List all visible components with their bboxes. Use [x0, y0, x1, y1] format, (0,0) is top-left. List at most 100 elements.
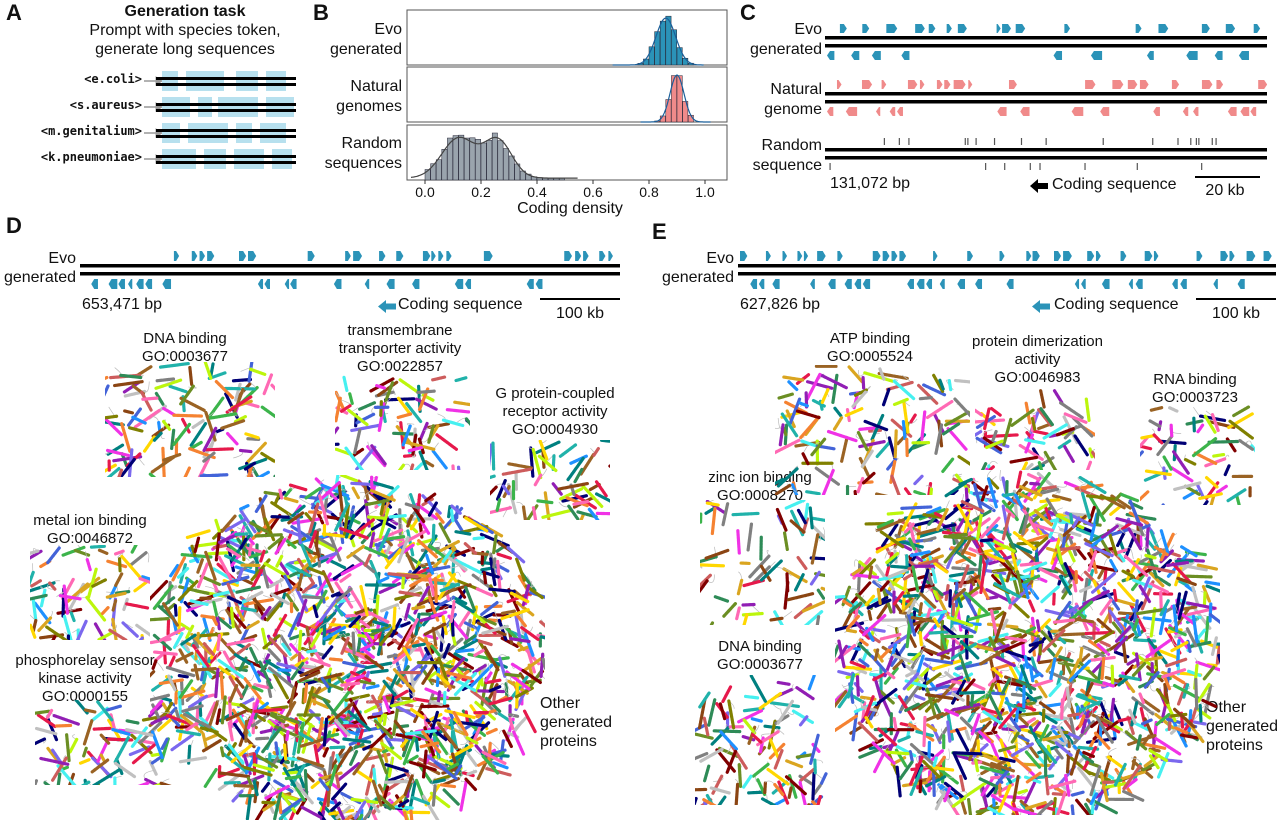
- protein-helix: [775, 477, 785, 486]
- protein-helix: [1054, 747, 1064, 760]
- protein-helix: [957, 455, 970, 466]
- protein-helix: [364, 654, 384, 670]
- protein-helix: [150, 699, 164, 716]
- gene-mark: [353, 251, 363, 261]
- protein-helix: [270, 383, 275, 391]
- protein-helix: [876, 602, 890, 620]
- protein-helix: [447, 571, 458, 583]
- protein-helix: [903, 702, 920, 713]
- protein-helix: [1008, 455, 1039, 464]
- gene-mark: [199, 251, 206, 261]
- protein-helix: [875, 492, 889, 495]
- protein-helix: [905, 664, 925, 683]
- protein-helix: [539, 652, 545, 678]
- protein-helix: [408, 760, 437, 772]
- gene-mark: [422, 251, 431, 261]
- protein-helix: [1179, 733, 1199, 740]
- gene-mark: [1263, 251, 1272, 261]
- gene-mark: [871, 51, 881, 60]
- protein-helix: [322, 747, 329, 758]
- protein-cluster-d-metal-ion: [30, 545, 150, 640]
- protein-helix: [256, 754, 279, 769]
- protein-helix: [284, 563, 304, 580]
- panel-label-e: E: [652, 219, 667, 244]
- gene-mark: [862, 24, 870, 33]
- protein-helix: [85, 595, 107, 622]
- protein-helix: [288, 483, 308, 492]
- protein-helix: [117, 468, 124, 477]
- protein-helix: [421, 794, 440, 820]
- protein-helix: [905, 619, 912, 649]
- protein-helix: [193, 536, 201, 554]
- protein-helix: [908, 413, 917, 425]
- protein-helix: [453, 671, 478, 697]
- protein-helix: [226, 595, 242, 605]
- protein-helix: [975, 430, 983, 438]
- protein-helix: [150, 730, 164, 760]
- protein-helix: [594, 492, 610, 503]
- protein-helix: [211, 615, 219, 627]
- protein-helix: [228, 683, 239, 704]
- protein-helix: [768, 736, 781, 760]
- protein-helix: [392, 431, 417, 436]
- gene-mark: [1227, 107, 1237, 116]
- protein-helix: [1223, 464, 1231, 477]
- protein-helix: [208, 412, 238, 420]
- protein-helix: [846, 672, 856, 700]
- protein-helix: [1026, 473, 1041, 481]
- protein-helix: [135, 623, 150, 637]
- protein-helix: [361, 809, 373, 820]
- protein-helix: [89, 545, 106, 549]
- protein-helix: [526, 504, 539, 520]
- protein-helix: [1115, 598, 1136, 607]
- gene-mark: [810, 279, 815, 289]
- protein-helix: [51, 756, 68, 782]
- protein-helix: [849, 660, 867, 670]
- protein-helix: [1144, 469, 1172, 477]
- protein-helix: [970, 713, 981, 736]
- protein-helix: [296, 784, 314, 805]
- panel-b-row-label-evo: Evo generated: [329, 21, 402, 58]
- protein-helix: [424, 646, 440, 673]
- protein-helix: [515, 601, 535, 617]
- protein-helix: [367, 515, 387, 520]
- protein-helix: [508, 716, 515, 730]
- protein-helix: [106, 443, 125, 456]
- protein-helix: [1054, 427, 1075, 437]
- protein-helix: [445, 408, 470, 414]
- protein-helix: [565, 456, 585, 482]
- protein-helix: [924, 693, 955, 701]
- protein-helix: [858, 558, 877, 577]
- protein-helix: [445, 762, 460, 772]
- protein-helix: [859, 638, 870, 647]
- protein-helix: [238, 448, 253, 454]
- protein-helix: [879, 632, 902, 641]
- protein-helix: [537, 454, 558, 473]
- gene-mark: [1100, 107, 1110, 116]
- protein-helix: [977, 500, 996, 513]
- protein-helix: [999, 756, 1016, 763]
- protein-helix: [1201, 698, 1218, 709]
- protein-helix: [296, 573, 304, 592]
- protein-helix: [400, 621, 411, 628]
- protein-helix: [463, 634, 477, 645]
- protein-helix: [279, 634, 292, 652]
- protein-helix: [741, 578, 765, 588]
- protein-helix: [1066, 753, 1092, 776]
- gene-mark: [1064, 24, 1071, 33]
- protein-helix: [594, 480, 609, 498]
- protein-helix: [818, 535, 825, 542]
- protein-helix: [1210, 413, 1220, 433]
- protein-helix: [1045, 646, 1057, 658]
- panel-e-track-label: Evo generated: [661, 250, 734, 286]
- protein-helix: [1040, 585, 1060, 604]
- protein-helix: [497, 618, 508, 642]
- protein-helix: [436, 690, 442, 705]
- protein-helix: [1127, 527, 1143, 551]
- protein-helix: [1172, 481, 1202, 492]
- protein-helix: [331, 690, 351, 715]
- protein-helix: [340, 636, 350, 655]
- protein-helix: [729, 743, 748, 770]
- protein-helix: [92, 726, 112, 731]
- protein-helix: [805, 380, 834, 390]
